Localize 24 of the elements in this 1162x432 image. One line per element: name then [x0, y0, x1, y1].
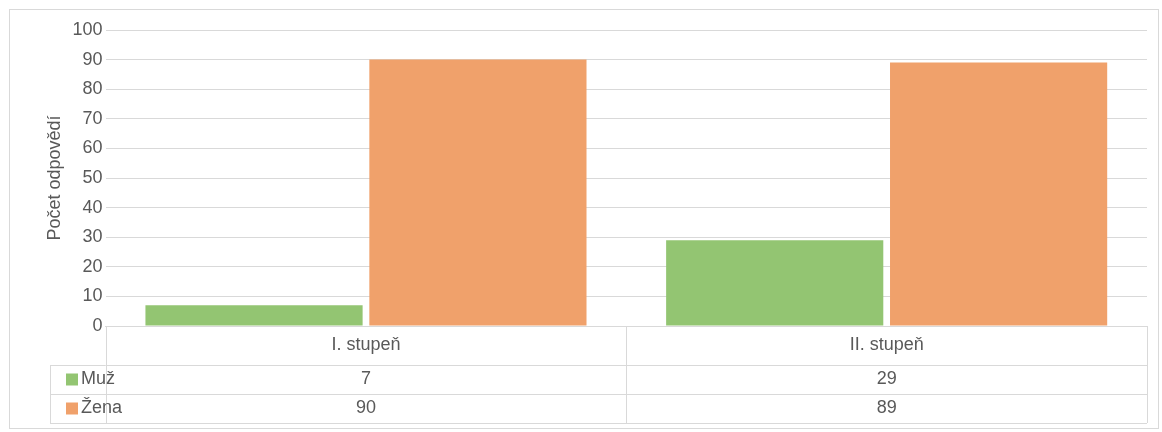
y-tick-label: 20 [82, 255, 103, 276]
data-label: 89 [876, 397, 897, 418]
bar [369, 59, 587, 326]
y-tick-label: 90 [82, 48, 103, 69]
y-tick-label: 100 [72, 18, 103, 39]
y-tick-label: 70 [82, 107, 103, 128]
bar [666, 240, 884, 326]
x-tick-label: I. stupeň [331, 334, 401, 355]
y-tick-label: 0 [92, 314, 103, 335]
y-tick-label: 10 [82, 285, 103, 306]
y-tick-label: 40 [82, 196, 103, 217]
data-label: 90 [355, 397, 376, 418]
data-label: 29 [876, 368, 897, 389]
legend-label: Muž [81, 368, 116, 389]
bar [890, 62, 1108, 326]
y-tick-label: 50 [82, 166, 103, 187]
y-tick-label: 30 [82, 226, 103, 247]
bar [145, 305, 363, 326]
legend-label: Žena [81, 397, 124, 418]
x-tick-label: II. stupeň [849, 334, 924, 355]
data-label: 7 [360, 368, 371, 389]
y-tick-label: 80 [82, 78, 103, 99]
y-axis-title: Počet odpovědí [43, 115, 64, 241]
y-tick-label: 60 [82, 137, 103, 158]
